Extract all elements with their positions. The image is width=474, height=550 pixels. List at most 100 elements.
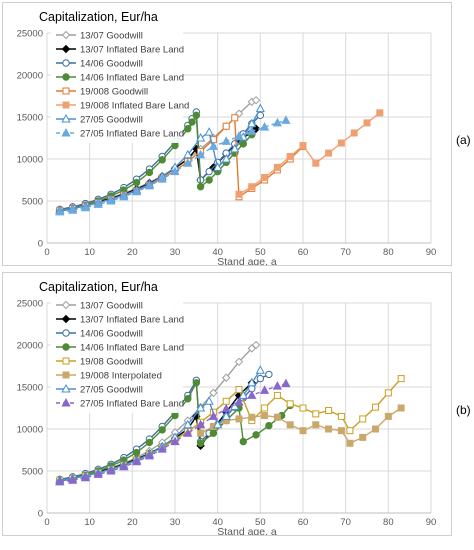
chart-panel-b: 0 5000 10000 15000 20000 25000 0 10 20 30 40 50 60 70… bbox=[2, 272, 452, 536]
x-axis-label: Stand age, a bbox=[217, 256, 277, 265]
y-tick-label: 0 bbox=[38, 509, 43, 520]
data-point bbox=[80, 202, 91, 212]
data-point bbox=[145, 168, 154, 177]
data-point bbox=[299, 404, 307, 412]
data-point bbox=[248, 413, 256, 421]
data-point bbox=[157, 444, 167, 453]
data-point bbox=[251, 95, 261, 105]
data-point bbox=[132, 448, 141, 457]
data-point bbox=[235, 386, 243, 394]
data-point bbox=[384, 389, 392, 397]
data-point bbox=[183, 158, 193, 167]
data-point bbox=[346, 427, 354, 435]
data-point bbox=[144, 450, 155, 460]
y-tick-label: 20000 bbox=[17, 341, 43, 352]
data-point bbox=[131, 456, 142, 466]
x-tick-label: 90 bbox=[426, 247, 437, 258]
data-point bbox=[372, 425, 380, 433]
series-8 bbox=[55, 378, 291, 486]
data-point bbox=[196, 183, 205, 191]
data-point bbox=[184, 125, 192, 133]
x-tick-label: 90 bbox=[426, 517, 437, 528]
x-tick-label: 10 bbox=[84, 517, 95, 528]
x-tick-label: 20 bbox=[127, 247, 138, 258]
data-point bbox=[261, 412, 269, 420]
legend-marker bbox=[62, 73, 70, 81]
data-point bbox=[235, 415, 243, 423]
x-tick-label: 70 bbox=[340, 517, 351, 528]
data-point bbox=[234, 397, 244, 406]
data-point bbox=[67, 205, 78, 214]
x-tick-label: 70 bbox=[340, 247, 351, 258]
legend: 13/07 Goodwill 13/07 Inflated Bare Land 14… bbox=[51, 27, 189, 143]
data-point bbox=[248, 183, 256, 191]
chart-title: Capitalization, Eur/ha bbox=[39, 10, 158, 24]
data-point bbox=[281, 378, 291, 388]
data-point bbox=[80, 472, 91, 482]
legend-entry: 13/07 Inflated Bare Land bbox=[80, 45, 184, 56]
data-point bbox=[221, 403, 231, 413]
legend-marker bbox=[61, 300, 71, 310]
legend-marker bbox=[61, 397, 71, 407]
panel-label-b: (b) bbox=[456, 403, 471, 417]
data-point bbox=[222, 122, 230, 130]
data-point bbox=[67, 475, 78, 484]
y-tick-label: 10000 bbox=[17, 425, 43, 436]
legend-entry: 19/08 Goodwill bbox=[80, 357, 143, 368]
legend-entry: 19/008 Inflated Bare Land bbox=[80, 101, 189, 112]
data-point bbox=[132, 178, 141, 187]
data-point bbox=[170, 166, 180, 176]
data-point bbox=[234, 357, 244, 367]
y-tick-label: 0 bbox=[38, 239, 43, 250]
data-point bbox=[259, 385, 270, 394]
x-tick-label: 80 bbox=[383, 517, 394, 528]
data-point bbox=[247, 390, 257, 399]
legend-marker bbox=[61, 314, 71, 324]
data-point bbox=[337, 139, 345, 147]
data-point bbox=[397, 375, 405, 383]
legend-box bbox=[51, 297, 183, 413]
series-line bbox=[200, 407, 402, 445]
x-tick-label: 80 bbox=[383, 247, 394, 258]
x-tick-label: 30 bbox=[170, 517, 181, 528]
data-point bbox=[213, 162, 223, 171]
data-point bbox=[265, 370, 273, 379]
x-tick-label: 60 bbox=[298, 517, 309, 528]
legend-box bbox=[51, 27, 183, 143]
x-tick-label: 10 bbox=[84, 247, 95, 258]
data-point bbox=[208, 141, 219, 150]
data-point bbox=[195, 402, 206, 412]
data-point bbox=[251, 340, 261, 350]
y-tick-label: 25000 bbox=[17, 29, 43, 40]
x-tick-label: 60 bbox=[298, 247, 309, 258]
data-point bbox=[325, 149, 333, 157]
data-point bbox=[346, 439, 354, 447]
data-point bbox=[197, 429, 205, 437]
data-point bbox=[261, 173, 269, 181]
legend-entry: 14/06 Goodwill bbox=[80, 329, 143, 340]
data-point bbox=[183, 428, 193, 437]
data-point bbox=[106, 195, 116, 205]
x-tick-label: 0 bbox=[44, 517, 49, 528]
data-point bbox=[209, 429, 218, 437]
data-point bbox=[312, 159, 320, 167]
legend-entry: 14/06 Inflated Bare Land bbox=[80, 73, 184, 84]
data-point bbox=[299, 427, 307, 435]
y-tick-label: 15000 bbox=[17, 383, 43, 394]
x-tick-label: 30 bbox=[170, 247, 181, 258]
chart-b-svg: 0 5000 10000 15000 20000 25000 0 10 20 30 40 50 60 70… bbox=[17, 280, 437, 535]
y-tick-label: 5000 bbox=[22, 197, 43, 208]
legend-entry: 19/008 Goodwill bbox=[80, 87, 148, 98]
legend-marker bbox=[62, 59, 70, 67]
series-6 bbox=[235, 109, 384, 198]
data-point bbox=[273, 163, 281, 171]
data-point bbox=[209, 388, 218, 398]
y-tick-label: 5000 bbox=[22, 467, 43, 478]
data-point bbox=[273, 413, 281, 421]
data-point bbox=[192, 379, 201, 387]
data-point bbox=[247, 377, 257, 387]
data-point bbox=[261, 404, 269, 412]
legend: 13/07 Goodwill 13/07 Inflated Bare Land 14… bbox=[51, 297, 184, 413]
data-point bbox=[188, 118, 196, 126]
data-point bbox=[196, 439, 205, 447]
